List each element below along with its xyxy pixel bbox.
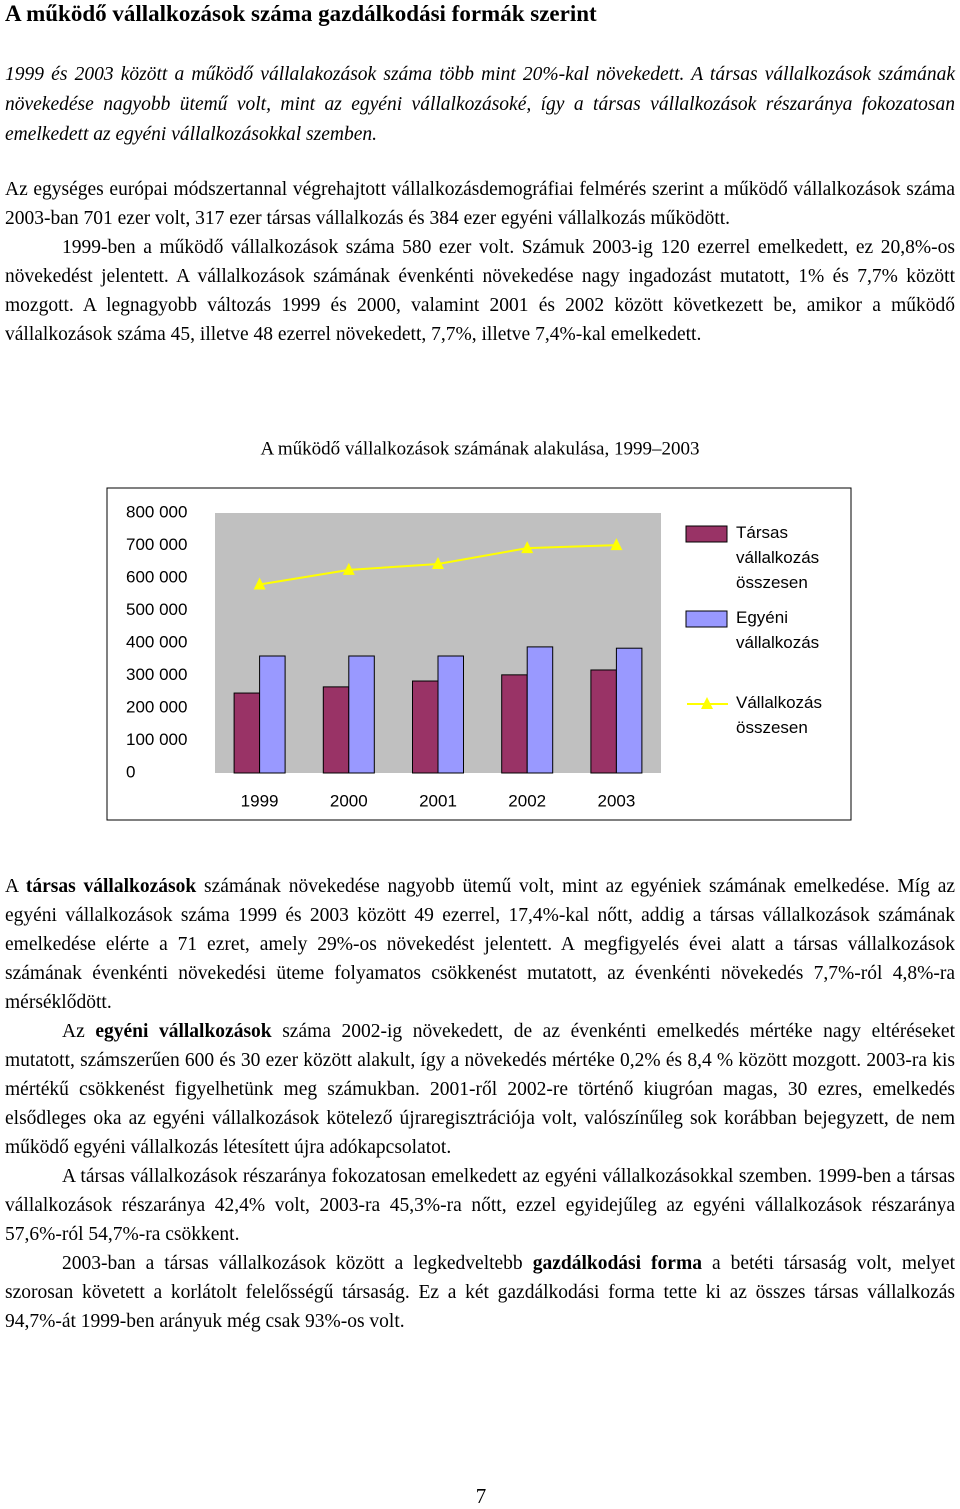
x-tick-label: 2001 bbox=[419, 791, 457, 810]
chart-title: A működő vállalkozások számának alakulás… bbox=[260, 438, 699, 459]
y-tick-label: 300 000 bbox=[126, 665, 187, 684]
legend-label: Vállalkozás összesen bbox=[736, 693, 822, 737]
text-block: Az egységes európai módszertannal végreh… bbox=[5, 175, 955, 349]
text: száma 2002-ig növekedett, de az évenként… bbox=[5, 1021, 955, 1158]
bold-text: egyéni vállalkozások bbox=[95, 1021, 272, 1042]
bar bbox=[590, 669, 617, 774]
text: Az egységes európai módszertannal végreh… bbox=[5, 179, 955, 229]
paragraph: Az egyéni vállalkozások száma 2002-ig nö… bbox=[5, 1017, 955, 1162]
bold-text: társas vállalkozások bbox=[25, 876, 197, 897]
text: A bbox=[5, 876, 26, 897]
bar bbox=[322, 686, 350, 774]
bar bbox=[437, 655, 464, 774]
point bbox=[342, 562, 355, 575]
legend-label: Egyéni vállalkozás bbox=[736, 608, 820, 652]
x-tick-label: 2000 bbox=[330, 791, 368, 810]
y-tick-label: 800 000 bbox=[126, 502, 187, 521]
paragraph: 2003-ban a társas vállalkozások között a… bbox=[5, 1249, 955, 1336]
legend-label: Társas vállalkozás összesen bbox=[736, 523, 820, 592]
y-tick-label: 200 000 bbox=[126, 697, 187, 716]
intro: 1999 és 2003 között a működő vállalakozá… bbox=[5, 64, 955, 145]
text: A társas vállalkozások részaránya fokoza… bbox=[5, 1166, 955, 1245]
paragraph: A társas vállalkozások számának növekedé… bbox=[5, 872, 955, 1017]
bar bbox=[615, 647, 643, 774]
point bbox=[432, 557, 444, 570]
x-tick-label: 1999 bbox=[241, 791, 279, 810]
legend-swatch bbox=[685, 525, 728, 543]
text: 2003-ban a társas vállalkozások között a… bbox=[62, 1253, 533, 1274]
legend-marker bbox=[701, 697, 713, 709]
legend-swatch bbox=[685, 610, 728, 628]
paragraph: Az egységes európai módszertannal végreh… bbox=[5, 175, 955, 233]
heading: A működő vállalkozások száma gazdálkodás… bbox=[5, 1, 597, 26]
y-tick-label: 500 000 bbox=[126, 600, 187, 619]
point bbox=[610, 538, 623, 551]
bar bbox=[233, 692, 261, 774]
y-tick-label: 0 bbox=[126, 762, 135, 781]
bold-text: gazdálkodási forma bbox=[532, 1253, 702, 1274]
y-tick-label: 400 000 bbox=[126, 632, 187, 651]
y-tick-label: 700 000 bbox=[126, 535, 187, 554]
page-number: 7 bbox=[475, 1484, 487, 1508]
text: Az bbox=[62, 1021, 96, 1042]
x-tick-label: 2002 bbox=[508, 791, 546, 810]
chart: A működő vállalkozások számának alakulás… bbox=[106, 438, 852, 821]
text: számának növekedése nagyobb ütemű volt, … bbox=[5, 876, 956, 1013]
point bbox=[521, 541, 534, 554]
paragraph: A társas vállalkozások részaránya fokoza… bbox=[5, 1162, 955, 1249]
bar bbox=[412, 680, 439, 774]
point bbox=[253, 577, 266, 590]
bar bbox=[259, 655, 286, 774]
text-block: A társas vállalkozások számának növekedé… bbox=[5, 872, 955, 1336]
y-tick-label: 100 000 bbox=[126, 730, 187, 749]
bar bbox=[501, 674, 528, 774]
bar bbox=[526, 646, 554, 774]
paragraph: 1999-ben a működő vállalkozások száma 58… bbox=[5, 233, 955, 349]
text: a betéti társaság volt, melyet szorosan … bbox=[5, 1253, 955, 1332]
text: 1999-ben a működő vállalkozások száma 58… bbox=[5, 237, 955, 345]
y-tick-label: 600 000 bbox=[126, 567, 187, 586]
x-tick-label: 2003 bbox=[597, 791, 635, 810]
bar bbox=[348, 655, 375, 774]
